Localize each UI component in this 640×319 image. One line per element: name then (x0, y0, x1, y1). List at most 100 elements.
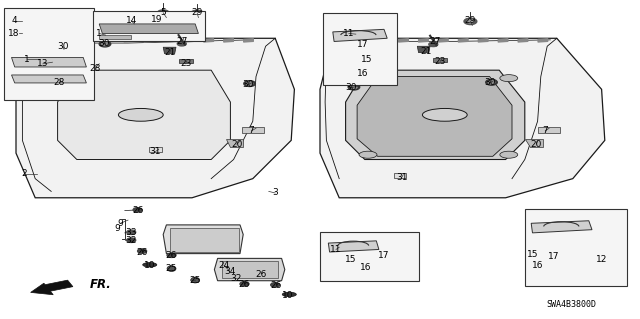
Ellipse shape (143, 263, 157, 267)
Circle shape (373, 266, 382, 271)
Text: 34: 34 (225, 267, 236, 276)
Text: 10: 10 (144, 261, 156, 270)
Text: 26: 26 (136, 248, 148, 256)
Circle shape (389, 255, 398, 259)
Text: 30: 30 (243, 80, 254, 89)
Text: 32: 32 (230, 274, 241, 283)
Ellipse shape (422, 108, 467, 121)
Polygon shape (328, 241, 379, 252)
Circle shape (429, 42, 438, 47)
Circle shape (246, 82, 253, 85)
Text: 16: 16 (357, 69, 369, 78)
Circle shape (29, 60, 38, 64)
Polygon shape (333, 29, 387, 41)
Polygon shape (346, 70, 525, 160)
Bar (4, 8, 94, 100)
Text: 12: 12 (596, 256, 607, 264)
Circle shape (45, 77, 52, 81)
Circle shape (488, 81, 495, 84)
Circle shape (34, 63, 39, 66)
Text: 15: 15 (527, 250, 538, 259)
Polygon shape (226, 139, 243, 147)
Circle shape (45, 60, 54, 64)
Text: 21: 21 (420, 47, 431, 56)
Text: 28: 28 (89, 64, 100, 73)
Circle shape (561, 261, 570, 265)
Circle shape (188, 27, 196, 31)
Bar (222, 261, 278, 278)
Ellipse shape (191, 277, 200, 283)
Text: 31: 31 (150, 147, 161, 156)
Text: 15: 15 (361, 55, 372, 63)
Polygon shape (525, 139, 543, 147)
Text: 26: 26 (255, 270, 267, 279)
Circle shape (467, 20, 474, 23)
Circle shape (332, 41, 342, 47)
Polygon shape (12, 57, 86, 67)
Bar (525, 209, 627, 286)
Circle shape (151, 27, 159, 31)
Circle shape (13, 60, 22, 64)
Circle shape (486, 79, 497, 85)
Text: 20: 20 (531, 140, 542, 149)
Text: 29: 29 (465, 16, 476, 25)
Ellipse shape (500, 75, 518, 82)
Circle shape (81, 63, 86, 66)
Text: 17: 17 (356, 40, 368, 49)
Bar (93, 11, 205, 41)
Text: 30: 30 (98, 39, 109, 48)
Circle shape (327, 251, 339, 257)
Text: 26: 26 (271, 281, 282, 290)
Text: 18: 18 (8, 29, 20, 38)
Text: 17: 17 (548, 252, 559, 261)
Polygon shape (16, 38, 294, 198)
Text: 17: 17 (378, 251, 390, 260)
Text: 10: 10 (282, 291, 294, 300)
Circle shape (76, 60, 84, 64)
Circle shape (240, 282, 249, 286)
Text: 19: 19 (151, 15, 163, 24)
Circle shape (133, 208, 142, 212)
Polygon shape (417, 46, 430, 53)
Text: 9: 9 (118, 219, 123, 228)
Circle shape (194, 12, 200, 15)
Circle shape (554, 241, 566, 247)
Bar (179, 59, 193, 63)
Text: 26: 26 (166, 251, 177, 260)
Polygon shape (99, 24, 198, 33)
Polygon shape (230, 271, 241, 275)
Circle shape (102, 27, 109, 31)
Text: 30: 30 (57, 42, 68, 51)
Circle shape (102, 42, 108, 46)
Text: 27: 27 (177, 37, 188, 46)
Circle shape (99, 41, 111, 47)
Text: 25: 25 (189, 276, 201, 285)
Bar (323, 13, 397, 85)
Circle shape (351, 85, 357, 89)
Circle shape (61, 77, 68, 81)
Circle shape (60, 60, 69, 64)
Circle shape (127, 230, 136, 234)
Circle shape (360, 261, 370, 266)
Text: 32: 32 (125, 236, 137, 245)
Ellipse shape (282, 292, 296, 297)
Text: 7: 7 (249, 126, 254, 135)
Circle shape (568, 248, 577, 253)
Circle shape (65, 63, 70, 66)
Text: 1: 1 (24, 55, 29, 63)
Circle shape (29, 77, 37, 81)
Bar (149, 147, 162, 152)
Text: 16: 16 (360, 263, 372, 271)
Circle shape (167, 253, 176, 257)
Text: 26: 26 (132, 206, 143, 215)
Text: 5: 5 (161, 8, 166, 17)
Text: 14: 14 (125, 16, 137, 25)
Text: 7: 7 (543, 126, 548, 135)
Text: 29: 29 (191, 8, 203, 17)
Text: 13: 13 (37, 59, 49, 68)
Circle shape (257, 271, 266, 276)
Text: 27: 27 (429, 37, 441, 46)
Text: 23: 23 (180, 59, 191, 68)
Ellipse shape (500, 151, 518, 158)
Circle shape (244, 81, 255, 86)
